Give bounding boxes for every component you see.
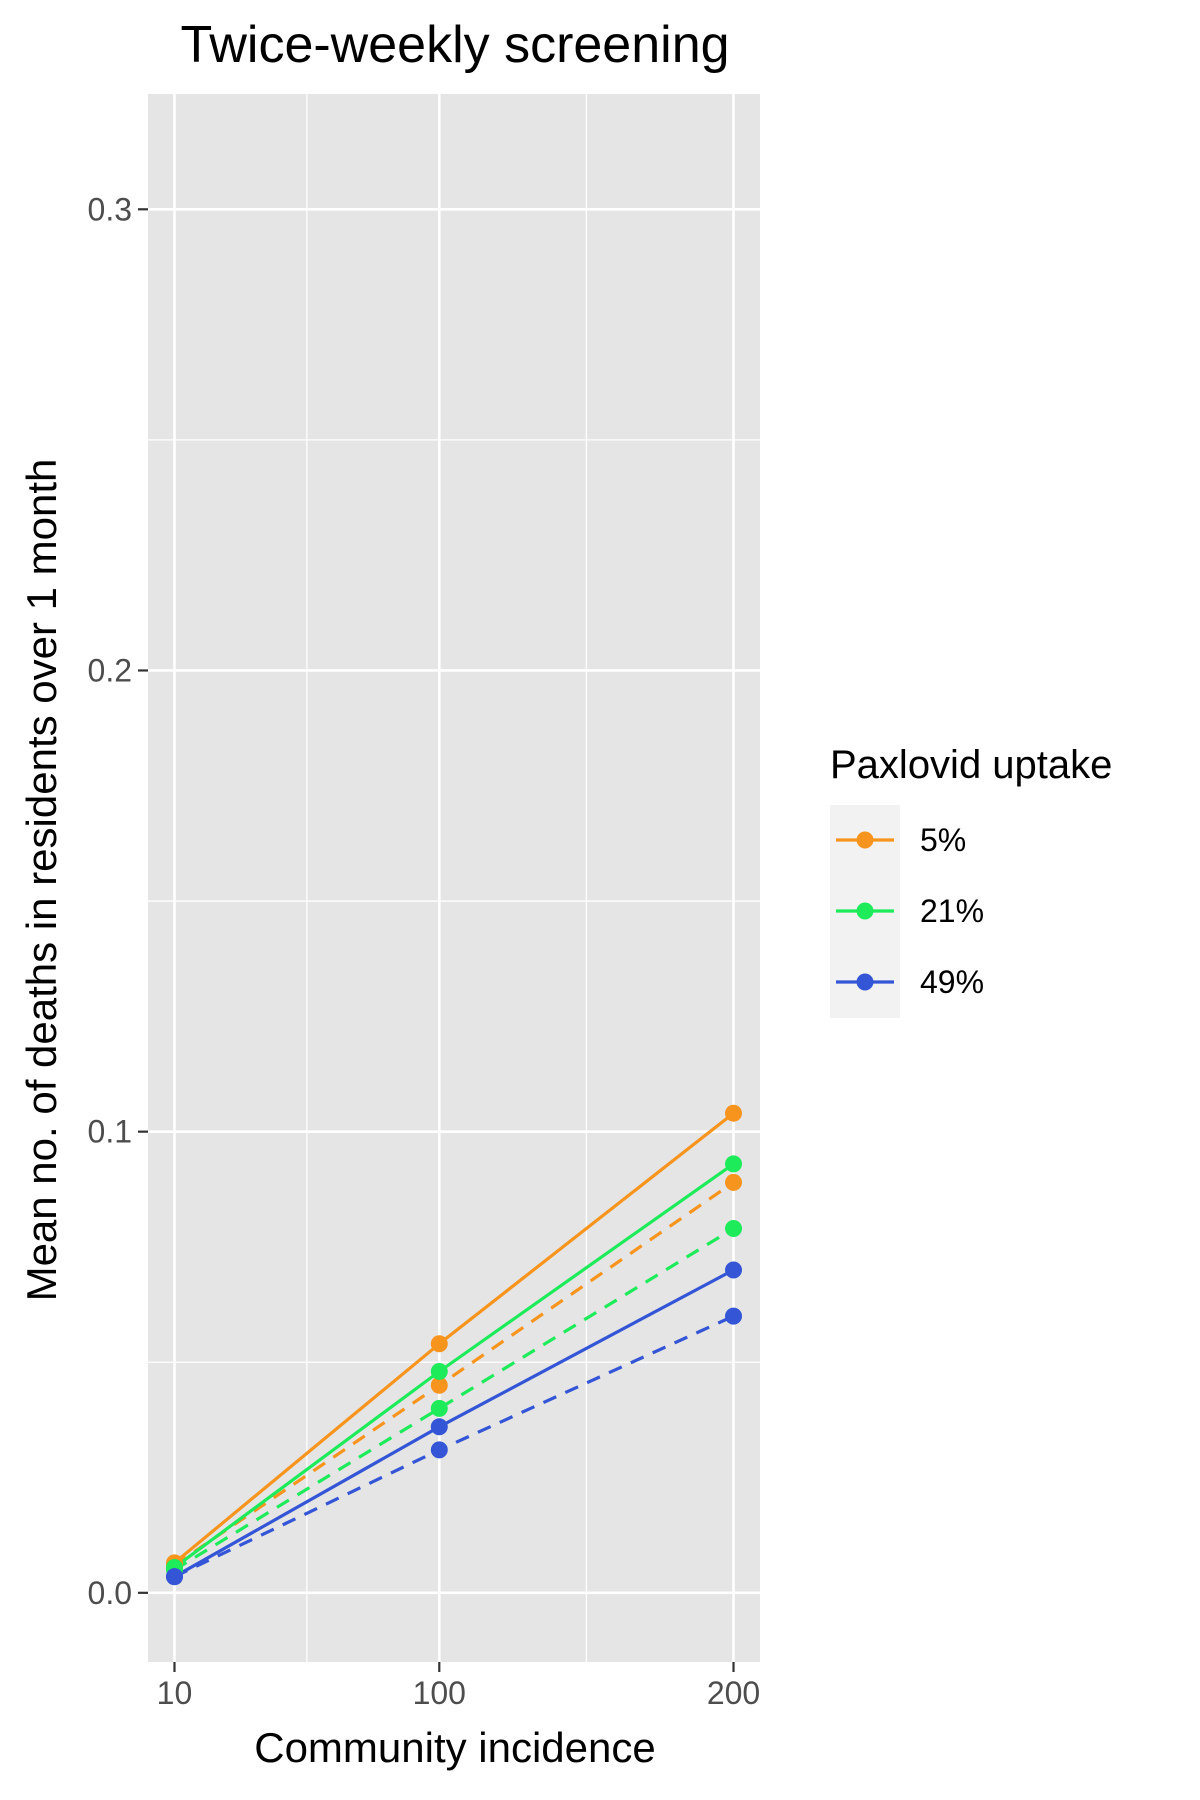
data-point-5pct	[430, 1335, 448, 1353]
data-point-49pct	[165, 1568, 183, 1586]
legend: Paxlovid uptake 5% 21% 49%	[830, 743, 1112, 1018]
data-point-21pct	[725, 1219, 743, 1237]
data-point-49pct	[725, 1307, 743, 1325]
x-tick-label: 200	[707, 1675, 760, 1711]
plot-panel	[148, 94, 760, 1662]
legend-label: 21%	[920, 893, 984, 929]
grid-major	[148, 94, 760, 1662]
x-tick-label: 10	[157, 1675, 193, 1711]
legend-entries: 5% 21% 49%	[836, 822, 984, 1000]
legend-label: 49%	[920, 964, 984, 1000]
y-axis: 0.0 0.1 0.2 0.3	[88, 191, 148, 1611]
data-point-21pct	[430, 1399, 448, 1417]
data-point-5pct	[725, 1104, 743, 1122]
data-point-21pct	[430, 1362, 448, 1380]
legend-key-point	[856, 902, 874, 920]
series-line-21pct-dashed	[173, 1227, 735, 1572]
legend-key-point	[856, 831, 874, 849]
data-point-49pct	[430, 1441, 448, 1459]
y-tick-label: 0.0	[88, 1575, 132, 1611]
grid-minor	[148, 94, 760, 1662]
legend-key-point	[856, 973, 874, 991]
series-points	[165, 1104, 743, 1586]
y-tick-label: 0.1	[88, 1114, 132, 1150]
x-axis-title: Community incidence	[254, 1724, 656, 1771]
data-point-49pct	[725, 1261, 743, 1279]
y-tick-label: 0.2	[88, 652, 132, 688]
x-axis: 10 100 200	[157, 1662, 760, 1711]
y-tick-label: 0.3	[88, 191, 132, 227]
legend-label: 5%	[920, 822, 966, 858]
data-point-5pct	[725, 1173, 743, 1191]
x-tick-label: 100	[413, 1675, 466, 1711]
data-point-5pct	[430, 1376, 448, 1394]
y-axis-title: Mean no. of deaths in residents over 1 m…	[18, 459, 65, 1302]
legend-title: Paxlovid uptake	[830, 743, 1112, 787]
data-point-49pct	[430, 1418, 448, 1436]
chart-title: Twice-weekly screening	[180, 16, 729, 74]
data-point-21pct	[725, 1155, 743, 1173]
